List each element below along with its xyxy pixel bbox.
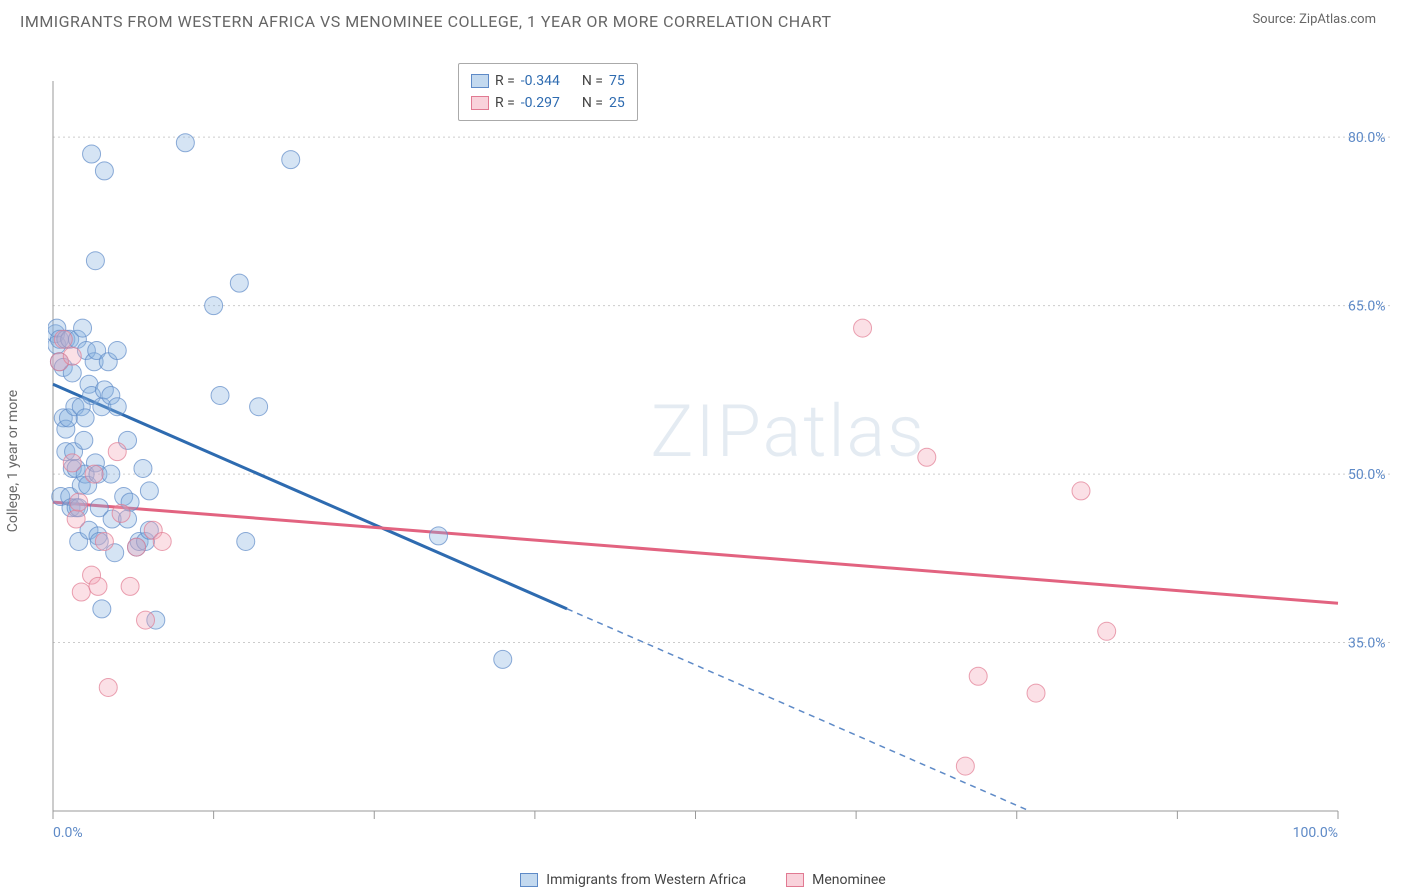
- watermark-text: ZIPatlas: [650, 389, 925, 474]
- legend-label: Menominee: [812, 872, 886, 888]
- n-label: N =: [582, 73, 603, 89]
- r-value: -0.297: [521, 95, 560, 111]
- legend-label: Immigrants from Western Africa: [546, 872, 746, 888]
- legend-item-series-1: Immigrants from Western Africa: [520, 872, 746, 888]
- swatch-icon: [520, 873, 538, 887]
- stats-row-series-2: R = -0.297 N = 25: [471, 92, 625, 114]
- n-value: 75: [609, 73, 625, 89]
- swatch-icon: [786, 873, 804, 887]
- x-tick-label: 0.0%: [53, 825, 83, 841]
- y-tick-label: 65.0%: [1348, 299, 1386, 315]
- n-value: 25: [609, 95, 625, 111]
- n-label: N =: [582, 95, 603, 111]
- source-attribution: Source: ZipAtlas.com: [1252, 12, 1376, 27]
- r-label: R =: [495, 73, 515, 89]
- series-legend: Immigrants from Western Africa Menominee: [0, 872, 1406, 888]
- source-prefix: Source:: [1252, 12, 1295, 27]
- y-axis-label: College, 1 year or more: [5, 390, 21, 532]
- scatter-chart: College, 1 year or more 0.0%100.0% 35.0%…: [48, 60, 1396, 862]
- x-tick-label: 100.0%: [1293, 825, 1338, 841]
- y-tick-label: 80.0%: [1348, 130, 1386, 146]
- r-label: R =: [495, 95, 515, 111]
- y-tick-label: 50.0%: [1348, 467, 1386, 483]
- legend-item-series-2: Menominee: [786, 872, 886, 888]
- swatch-icon: [471, 74, 489, 88]
- swatch-icon: [471, 96, 489, 110]
- chart-svg: 0.0% 100.0% 35.0% 50.0% 65.0% 80.0% ZIPatlas: [48, 60, 1396, 862]
- chart-title: IMMIGRANTS FROM WESTERN AFRICA VS MENOMI…: [20, 12, 832, 31]
- r-value: -0.344: [521, 73, 560, 89]
- stats-row-series-1: R = -0.344 N = 75: [471, 70, 625, 92]
- y-tick-label: 35.0%: [1348, 636, 1386, 652]
- stats-legend: R = -0.344 N = 75 R = -0.297 N = 25: [458, 63, 638, 121]
- source-link[interactable]: ZipAtlas.com: [1299, 12, 1376, 27]
